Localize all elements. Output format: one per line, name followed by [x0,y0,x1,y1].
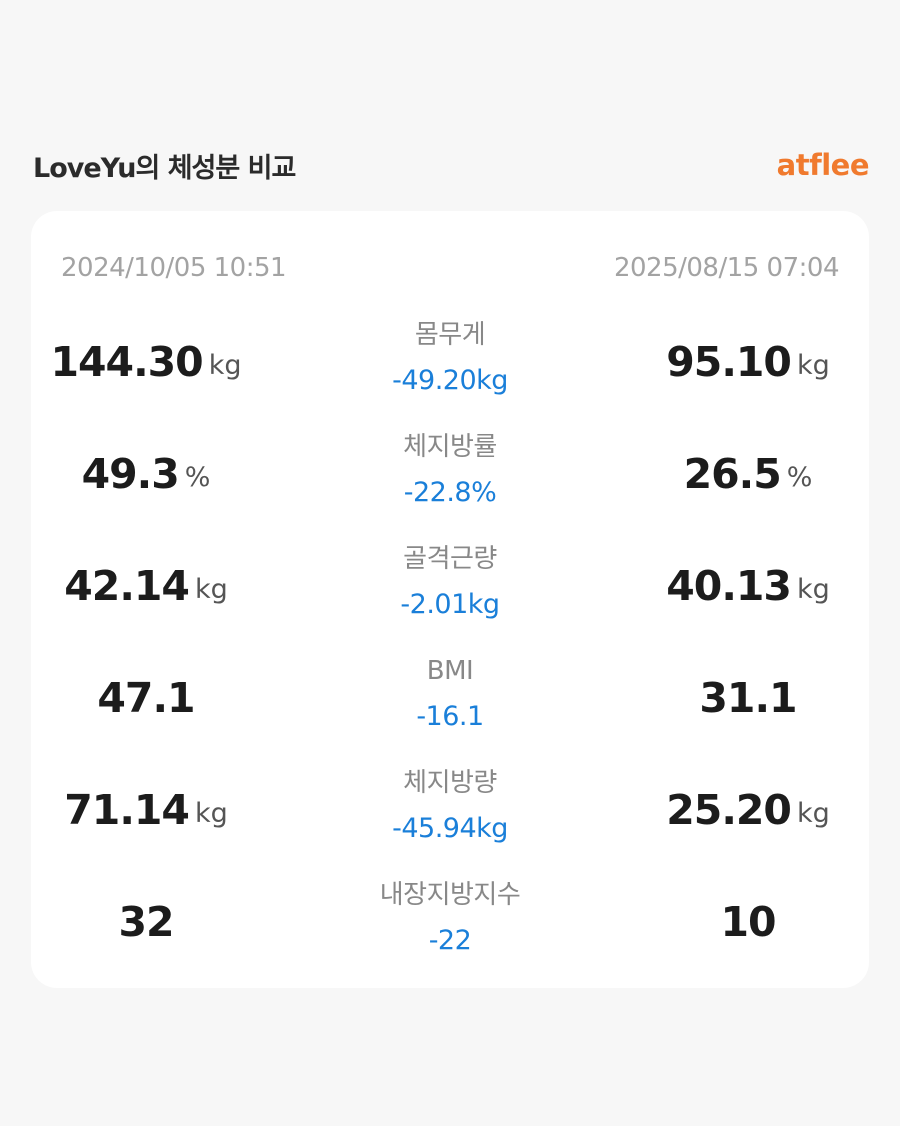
before-unit: kg [208,349,242,381]
after-number: 40.13 [666,562,792,610]
before-number: 42.14 [64,562,190,610]
metric-center: 체지방량 -45.94kg [299,760,601,860]
header: LoveYu의 체성분 비교 atflee [33,142,870,188]
comparison-card: 2024/10/05 10:51 2025/08/15 07:04 144.30… [31,211,869,988]
before-number: 71.14 [64,786,190,834]
before-number: 49.3 [81,450,180,498]
metric-diff: -49.20kg [392,365,508,396]
after-value: 31.1 [633,648,863,748]
after-value: 40.13 kg [633,536,863,636]
after-unit: kg [796,349,830,381]
after-value: 95.10 kg [633,312,863,412]
before-value: 71.14 kg [31,760,261,860]
before-number: 144.30 [50,338,204,386]
date-row: 2024/10/05 10:51 2025/08/15 07:04 [61,253,840,283]
before-unit: kg [194,573,228,605]
after-unit: % [786,461,813,493]
after-number: 10 [720,898,776,946]
metric-row-weight: 144.30 kg 몸무게 -49.20kg 95.10 kg [31,312,869,412]
after-number: 26.5 [683,450,782,498]
metric-row-bmi: 47.1 BMI -16.1 31.1 [31,648,869,748]
metric-label: BMI [426,656,474,686]
before-value: 47.1 [31,648,261,748]
before-unit: kg [194,797,228,829]
metric-label: 체지방량 [403,768,497,798]
brand-logo: atflee [776,148,870,182]
metric-diff: -16.1 [416,701,484,732]
after-number: 95.10 [666,338,792,386]
metric-center: 골격근량 -2.01kg [299,536,601,636]
before-number: 32 [118,898,174,946]
metric-row-skeletal-muscle: 42.14 kg 골격근량 -2.01kg 40.13 kg [31,536,869,636]
after-date: 2025/08/15 07:04 [613,253,840,283]
metric-center: 체지방률 -22.8% [299,424,601,524]
after-value: 25.20 kg [633,760,863,860]
metric-center: 내장지방지수 -22 [299,872,601,972]
before-value: 32 [31,872,261,972]
metric-diff: -2.01kg [400,589,500,620]
metric-label: 몸무게 [414,320,486,350]
metric-center: BMI -16.1 [299,648,601,748]
metric-label: 체지방률 [403,432,497,462]
before-value: 49.3 % [31,424,261,524]
metric-diff: -45.94kg [392,813,508,844]
metric-row-body-fat-mass: 71.14 kg 체지방량 -45.94kg 25.20 kg [31,760,869,860]
after-value: 10 [633,872,863,972]
before-value: 42.14 kg [31,536,261,636]
before-number: 47.1 [97,674,195,722]
after-number: 31.1 [699,674,797,722]
after-unit: kg [796,573,830,605]
after-number: 25.20 [666,786,792,834]
metric-row-body-fat-percent: 49.3 % 체지방률 -22.8% 26.5 % [31,424,869,524]
metric-label: 골격근량 [403,544,497,574]
metric-label: 내장지방지수 [379,880,521,910]
after-value: 26.5 % [633,424,863,524]
metric-diff: -22 [428,925,472,956]
metric-center: 몸무게 -49.20kg [299,312,601,412]
metric-row-visceral-fat: 32 내장지방지수 -22 10 [31,872,869,972]
page-title: LoveYu의 체성분 비교 [33,152,296,184]
before-date: 2024/10/05 10:51 [61,253,287,283]
after-unit: kg [796,797,830,829]
before-unit: % [184,461,211,493]
metric-diff: -22.8% [403,477,497,508]
before-value: 144.30 kg [31,312,261,412]
